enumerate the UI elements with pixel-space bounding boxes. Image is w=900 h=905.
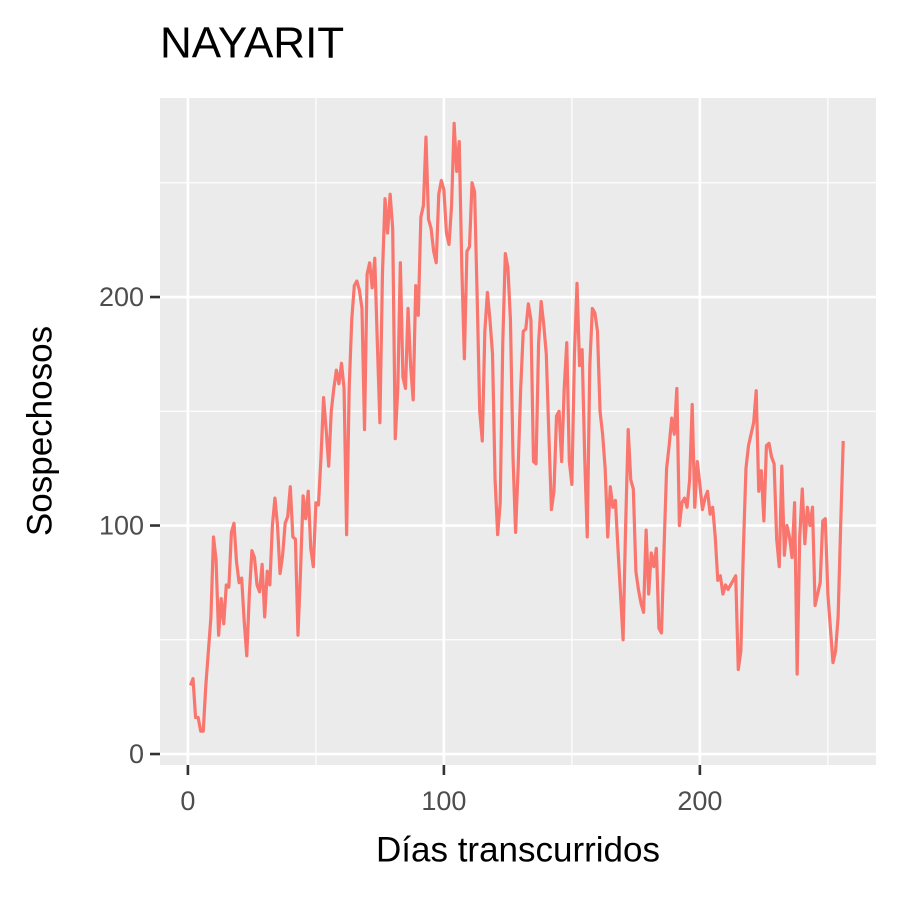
x-tick-label: 200 — [677, 786, 722, 816]
chart-title: NAYARIT — [160, 19, 344, 68]
y-tick-label: 0 — [129, 739, 144, 769]
x-axis-title: Días transcurridos — [376, 830, 660, 869]
data-line — [188, 121, 845, 733]
y-axis-title: Sospechosos — [20, 326, 59, 536]
x-tick-label: 0 — [180, 786, 195, 816]
x-tick-label: 100 — [421, 786, 466, 816]
y-tick-label: 200 — [99, 282, 144, 312]
y-tick-label: 100 — [99, 511, 144, 541]
